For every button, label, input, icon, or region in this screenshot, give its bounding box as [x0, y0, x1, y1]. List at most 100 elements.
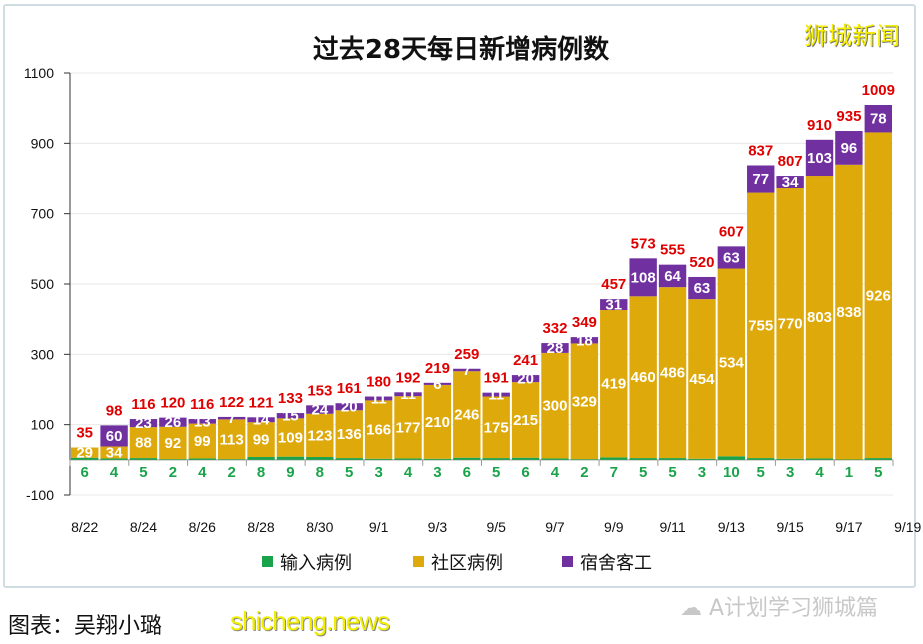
segment-label-imported: 10: [723, 464, 740, 481]
segment-label-community: 210: [425, 414, 450, 431]
bar-segment-dormitory: [541, 343, 569, 353]
total-label: 191: [484, 370, 509, 387]
bar-segment-dormitory: [100, 425, 128, 447]
legend-swatch: [562, 556, 573, 567]
segment-label-community: 486: [660, 365, 685, 382]
bar-segment-dormitory: [570, 337, 599, 344]
segment-label-imported: 5: [639, 464, 647, 481]
segment-label-dormitory: 31: [605, 297, 622, 314]
total-label: 35: [76, 425, 93, 442]
chart-title: 过去28天每日新增病例数: [313, 34, 610, 65]
bar-segment-imported: [71, 457, 99, 460]
segment-label-imported: 5: [757, 464, 765, 481]
bar-segment-imported: [335, 458, 363, 460]
segment-label-community: 454: [689, 371, 715, 388]
bar-segment-dormitory: [747, 165, 775, 193]
total-label: 120: [160, 395, 185, 412]
segment-label-dormitory: 7: [227, 410, 235, 427]
bar-segment-imported: [453, 457, 481, 460]
segment-label-community: 136: [337, 426, 362, 443]
segment-label-dormitory: 64: [664, 268, 681, 285]
segment-label-community: 88: [135, 435, 152, 452]
bar-segment-imported: [776, 458, 804, 460]
bar-segment-community: [482, 396, 510, 459]
segment-label-dormitory: 13: [194, 413, 211, 430]
bar-segment-community: [658, 287, 687, 459]
total-label: 116: [131, 396, 155, 413]
segment-label-imported: 8: [257, 464, 265, 481]
bar-segment-community: [747, 192, 775, 459]
total-label: 1009: [862, 82, 895, 99]
total-label: 133: [278, 390, 303, 407]
bar-segment-imported: [159, 459, 187, 460]
segment-label-community: 419: [601, 376, 626, 393]
segment-label-imported: 4: [551, 464, 560, 481]
bar-segment-dormitory: [511, 375, 540, 383]
segment-label-community: 177: [396, 419, 421, 436]
bar-segment-community: [335, 410, 363, 459]
chart-caption: 图表：吴翔小璐: [8, 614, 163, 639]
segment-label-imported: 1: [845, 464, 853, 481]
segment-label-dormitory: 15: [282, 408, 299, 425]
segment-label-imported: 5: [139, 464, 147, 481]
x-tick-label: 9/13: [718, 519, 745, 535]
segment-label-community: 926: [866, 287, 891, 304]
segment-label-imported: 3: [374, 464, 382, 481]
segment-label-community: 755: [748, 317, 773, 334]
bar-segment-community: [864, 132, 892, 459]
segment-label-community: 29: [76, 445, 93, 462]
bar-segment-imported: [658, 458, 687, 460]
bar-segment-imported: [511, 457, 540, 460]
segment-label-community: 166: [366, 422, 391, 439]
legend-swatch: [413, 556, 424, 567]
bar-segment-imported: [864, 458, 892, 460]
bar-segment-imported: [570, 459, 599, 460]
segment-label-dormitory: 11: [371, 390, 387, 407]
total-label: 349: [572, 314, 597, 331]
bar-segment-imported: [217, 459, 246, 460]
segment-label-dormitory: 63: [723, 249, 740, 266]
bar-segment-dormitory: [394, 392, 422, 397]
bar-segment-community: [541, 352, 569, 459]
wechat-watermark: ☁ A计划学习狮城篇: [680, 590, 878, 622]
segment-label-imported: 6: [463, 464, 471, 481]
segment-label-dormitory: 20: [341, 399, 358, 416]
segment-label-imported: 4: [815, 464, 824, 481]
bar-segment-dormitory: [364, 396, 393, 401]
chart-frame: [3, 4, 916, 588]
bar-segment-community: [453, 371, 481, 458]
segment-label-community: 838: [836, 304, 861, 321]
bar-segment-imported: [482, 458, 510, 460]
x-tick-label: 8/24: [130, 519, 157, 535]
total-label: 935: [836, 108, 861, 125]
bar-segment-community: [159, 426, 187, 460]
legend-label: 宿舍客工: [580, 553, 652, 574]
segment-label-dormitory: 20: [517, 371, 534, 388]
segment-label-dormitory: 103: [807, 150, 832, 167]
bar-segment-dormitory: [717, 246, 746, 269]
x-tick-label: 9/17: [835, 519, 862, 535]
segment-label-community: 534: [719, 354, 745, 371]
bar-segment-imported: [688, 458, 716, 460]
segment-label-dormitory: 96: [841, 140, 858, 157]
segment-label-dormitory: 60: [106, 428, 123, 445]
bar-segment-community: [364, 400, 393, 459]
bar-segment-imported: [423, 458, 452, 460]
segment-label-dormitory: 6: [433, 376, 441, 393]
bar-segment-community: [511, 382, 540, 458]
segment-label-community: 99: [194, 433, 211, 450]
bar-segment-dormitory: [688, 276, 716, 300]
segment-label-dormitory: 78: [870, 111, 887, 128]
segment-label-community: 99: [253, 432, 270, 449]
segment-label-imported: 4: [198, 464, 207, 481]
bar-segment-imported: [188, 458, 216, 460]
segment-label-community: 300: [542, 398, 567, 415]
wechat-icon: ☁: [680, 596, 702, 621]
wechat-account: A计划学习狮城篇: [709, 596, 879, 621]
bar-segment-imported: [717, 456, 746, 460]
bar-segment-imported: [276, 456, 305, 460]
x-tick-label: 9/7: [545, 519, 565, 535]
y-tick-label: -100: [26, 487, 54, 503]
segment-label-dormitory: 11: [400, 386, 416, 403]
